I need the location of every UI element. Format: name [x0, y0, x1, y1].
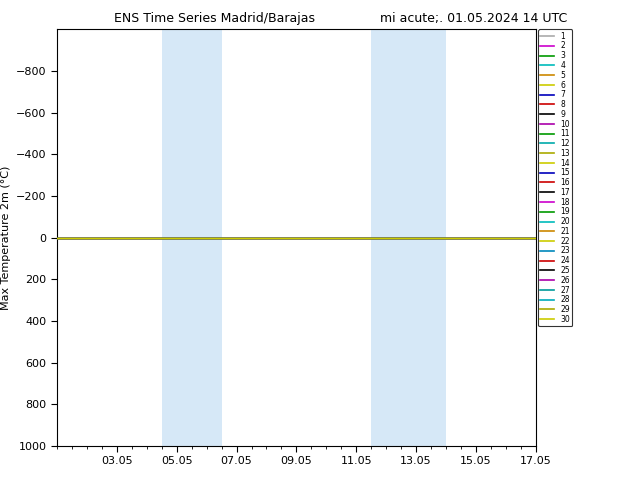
Bar [191, 29, 222, 446]
Bar [371, 29, 401, 446]
Y-axis label: Max Temperature 2m (°C): Max Temperature 2m (°C) [1, 166, 11, 310]
Bar [401, 29, 446, 446]
Bar [162, 29, 191, 446]
Legend: 1, 2, 3, 4, 5, 6, 7, 8, 9, 10, 11, 12, 13, 14, 15, 16, 17, 18, 19, 20, 21, 22, 2: 1, 2, 3, 4, 5, 6, 7, 8, 9, 10, 11, 12, 1… [538, 29, 573, 326]
Text: mi acute;. 01.05.2024 14 UTC: mi acute;. 01.05.2024 14 UTC [380, 12, 567, 25]
Text: ENS Time Series Madrid/Barajas: ENS Time Series Madrid/Barajas [114, 12, 315, 25]
